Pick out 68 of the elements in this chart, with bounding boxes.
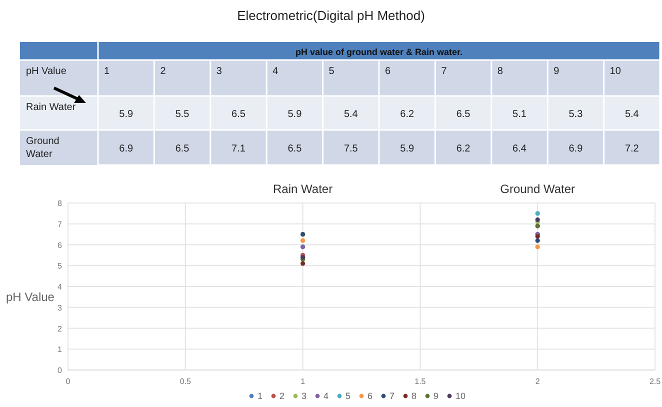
data-label: 7.1: [232, 144, 246, 154]
data-label: 6.5: [288, 144, 302, 154]
x-tick-label: 1: [104, 66, 110, 77]
point: [535, 244, 540, 250]
text: Ground Water: [500, 182, 576, 196]
data-label: 5.9: [288, 109, 302, 120]
point: [535, 211, 540, 216]
chart-title: Electrometric(Digital pH Method): [237, 8, 425, 23]
x-tick-label: 2: [535, 377, 540, 386]
data-label: 7.2: [624, 144, 640, 154]
x-tick-label: 8: [497, 66, 504, 77]
data-label: 5.3: [568, 109, 584, 120]
data-label: 5.9: [400, 144, 414, 154]
data-label: 6.2: [456, 144, 471, 154]
legend-label: 6: [368, 391, 373, 401]
legend-label: 10: [456, 391, 466, 401]
x-tick-label: 6: [385, 66, 391, 77]
chart-subtitle: pH value of ground water & Rain water.: [295, 47, 463, 57]
data-label: 5.1: [512, 109, 527, 120]
data-label: 5.5: [175, 109, 190, 120]
legend-label: 4: [324, 391, 329, 401]
data-label: 5.4: [344, 109, 358, 120]
legend-label: 1: [258, 391, 263, 401]
point: [535, 238, 540, 243]
point: [300, 238, 306, 243]
point: [535, 217, 540, 222]
legend-label: 2: [280, 391, 285, 401]
x-tick-label: 4: [272, 66, 279, 77]
x-tick-label: 1: [300, 377, 306, 386]
x-tick-label: 0.5: [180, 377, 192, 386]
x-axis-title: pH Value: [26, 66, 67, 77]
y-tick-label: 0: [58, 366, 63, 375]
data-label: 7.5: [344, 144, 358, 154]
data-label: 6.5: [456, 109, 471, 120]
legend-label: 9: [434, 391, 439, 401]
y-tick-label: 6: [58, 240, 63, 250]
x-tick-label: 1.5: [414, 377, 426, 386]
data-label: 6.4: [512, 144, 527, 154]
data-label: 6.5: [232, 109, 246, 120]
x-tick-label: 2: [160, 66, 166, 77]
x-tick-label: 7: [441, 66, 448, 77]
data-label: 6.2: [400, 109, 414, 120]
x-tick-label: 10: [610, 66, 622, 77]
legend-label: 8: [412, 391, 417, 401]
y-tick-label: 4: [58, 282, 63, 292]
y-tick-label: 7: [58, 220, 63, 229]
y-tick-label: 1: [58, 345, 63, 354]
y-tick-label: 5: [58, 262, 63, 271]
data-label: 6.9: [119, 144, 134, 154]
text: Rain Water: [273, 182, 333, 196]
legend-label: 5: [346, 391, 351, 401]
legend-label: 3: [302, 391, 307, 401]
data-label: 5.4: [624, 109, 640, 120]
x-tick-label: 9: [554, 66, 560, 77]
legend-label: 7: [390, 391, 395, 401]
y-tick-label: 2: [58, 324, 63, 334]
point: [300, 261, 306, 266]
y-axis-title: pH Value: [6, 290, 55, 304]
x-tick-label: 3: [216, 66, 222, 77]
x-tick-label: 5: [328, 66, 335, 77]
x-tick-label: 0: [66, 377, 71, 386]
y-tick-label: 8: [58, 199, 63, 208]
data-label: 5.9: [119, 109, 134, 120]
y-tick-label: 3: [58, 303, 63, 312]
data-label: 6.5: [175, 144, 190, 154]
x-tick-label: 2.5: [649, 377, 662, 386]
data-label: 6.9: [568, 144, 584, 154]
y-tick-label: Ground Water: [26, 136, 60, 160]
